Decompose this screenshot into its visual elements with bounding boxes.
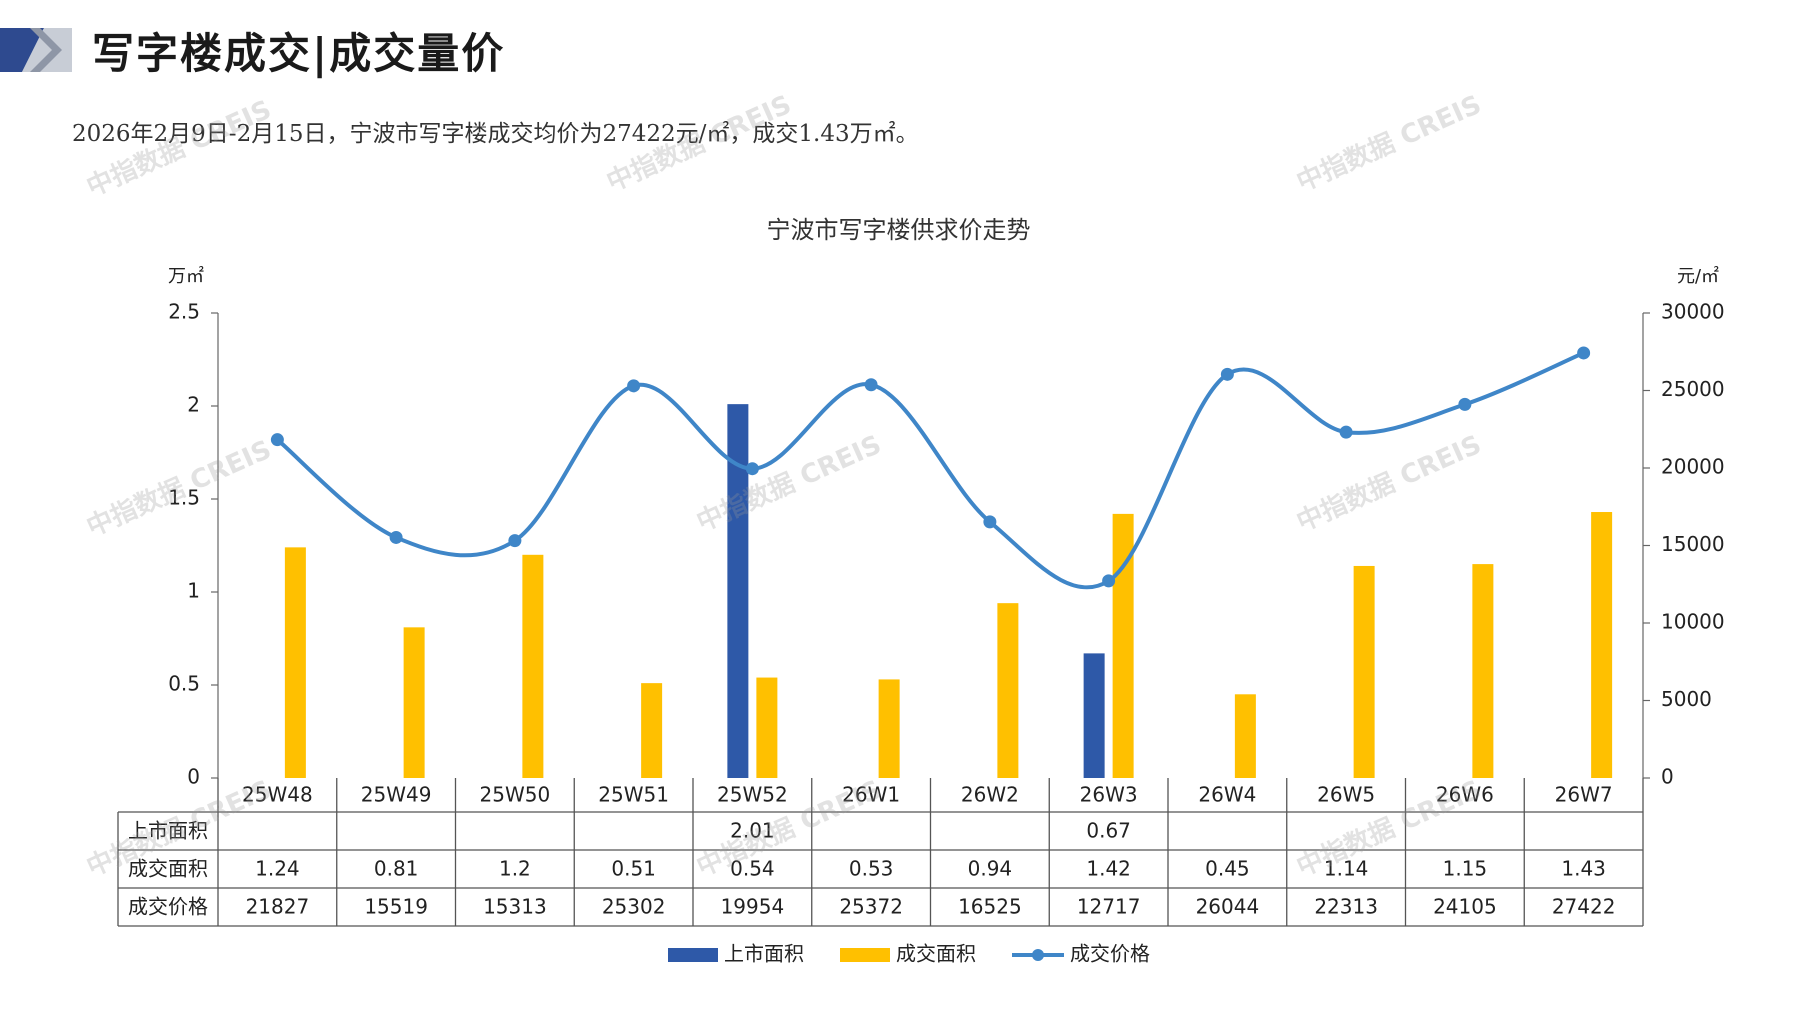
category-label: 26W5 [1317,783,1375,807]
table-row-label: 成交价格 [128,895,208,919]
legend-supply-swatch [668,948,718,962]
category-label: 26W1 [842,783,900,807]
legend-deal-area-label: 成交面积 [896,942,976,966]
deal-area-bar [756,677,778,778]
table-cell-value: 16525 [958,895,1022,919]
page-title: 写字楼成交|成交量价 [92,29,506,78]
supply-bar [727,404,749,778]
summary-text: 2026年2月9日-2月15日，宁波市写字楼成交均价为27422元/㎡，成交1.… [72,121,919,147]
right-tick-label: 0 [1661,765,1674,789]
legend-price-marker [1032,949,1044,961]
legend-deal-area-swatch [840,948,890,962]
table-cell-value: 22313 [1314,895,1378,919]
category-label: 25W49 [361,783,432,807]
supply-bar [1083,653,1105,778]
left-axis-unit: 万㎡ [168,265,204,287]
table-cell-value: 26044 [1196,895,1260,919]
category-label: 26W3 [1080,783,1138,807]
category-label: 26W7 [1555,783,1613,807]
table-cell-value: 25302 [602,895,666,919]
table-cell-value: 0.94 [968,857,1013,881]
category-label: 25W52 [717,783,788,807]
left-tick-label: 1.5 [168,486,200,510]
deal-area-bar [641,683,663,778]
table-cell-value: 0.67 [1086,819,1131,843]
right-tick-label: 30000 [1661,300,1725,324]
deal-area-bar [403,627,425,778]
table-cell-value: 1.14 [1324,857,1369,881]
table-cell-value: 24105 [1433,895,1497,919]
table-cell-value: 19954 [721,895,785,919]
deal-area-bar [522,554,544,778]
price-point [1220,367,1234,381]
price-point [1339,425,1353,439]
table-cell-value: 1.2 [499,857,531,881]
table-cell-value: 1.24 [255,857,300,881]
table-cell-value: 1.15 [1443,857,1488,881]
right-tick-label: 15000 [1661,532,1725,556]
price-point [745,462,759,476]
right-tick-label: 20000 [1661,455,1725,479]
table-row-label: 成交面积 [128,857,208,881]
left-tick-label: 2.5 [168,300,200,324]
category-label: 25W48 [242,783,313,807]
right-axis-unit: 元/㎡ [1677,265,1719,287]
price-point [1577,346,1591,360]
legend-supply-label: 上市面积 [724,942,804,966]
table-cell-value: 0.53 [849,857,894,881]
price-point [270,433,284,447]
price-point [508,534,522,548]
deal-area-bar [1591,512,1613,778]
left-tick-label: 2 [187,393,200,417]
deal-area-bar [1353,565,1375,778]
left-tick-label: 0.5 [168,672,200,696]
table-cell-value: 1.42 [1086,857,1131,881]
right-tick-label: 25000 [1661,377,1725,401]
chart-title: 宁波市写字楼供求价走势 [766,216,1031,244]
table-cell-value: 0.81 [374,857,419,881]
category-label: 26W4 [1198,783,1256,807]
price-point [627,379,641,393]
deal-area-bar [1112,513,1134,778]
left-tick-label: 0 [187,765,200,789]
table-cell-value: 21827 [246,895,310,919]
price-point [1102,574,1116,588]
deal-area-bar [1472,564,1494,778]
category-label: 26W6 [1436,783,1494,807]
table-cell-value: 27422 [1552,895,1616,919]
category-label: 26W2 [961,783,1019,807]
table-cell-value: 2.01 [730,819,775,843]
price-point [1458,397,1472,411]
right-tick-label: 5000 [1661,687,1712,711]
price-point [864,378,878,392]
deal-area-bar [997,603,1019,778]
table-cell-value: 0.51 [611,857,656,881]
table-cell-value: 15519 [364,895,428,919]
table-cell-value: 25372 [839,895,903,919]
price-point [389,530,403,544]
header-decoration-icon [0,28,72,72]
table-cell-value: 0.54 [730,857,775,881]
category-label: 25W51 [598,783,669,807]
table-cell-value: 12717 [1077,895,1141,919]
right-tick-label: 10000 [1661,610,1725,634]
legend-price-label: 成交价格 [1070,942,1150,966]
price-point [983,515,997,529]
price-line [276,351,1585,590]
deal-area-bar [878,679,900,778]
category-label: 25W50 [480,783,551,807]
table-cell-value: 15313 [483,895,547,919]
deal-area-bar [1234,694,1256,778]
table-cell-value: 0.45 [1205,857,1250,881]
left-tick-label: 1 [187,579,200,603]
deal-area-bar [284,547,306,778]
table-row-label: 上市面积 [128,819,208,843]
table-cell-value: 1.43 [1561,857,1606,881]
